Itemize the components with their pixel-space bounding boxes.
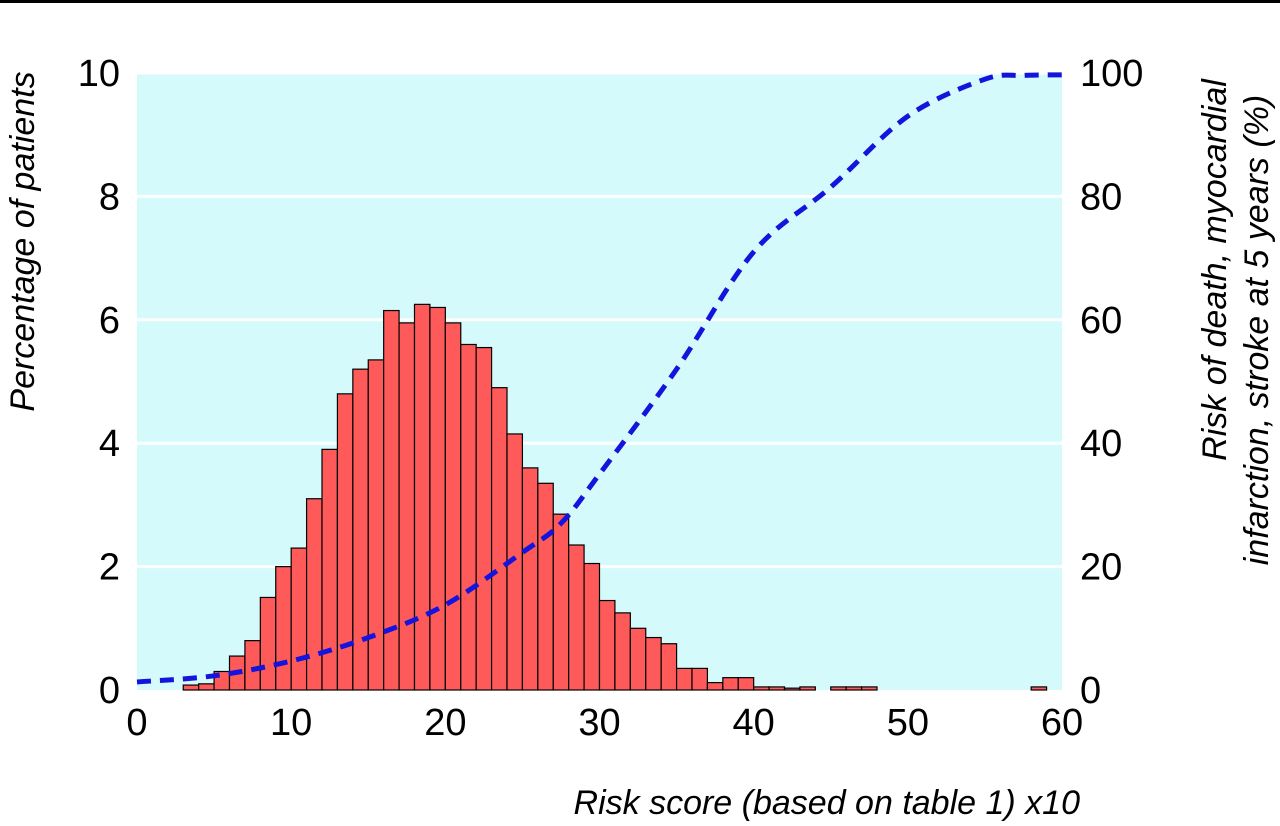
right-axis-title-line-1: Risk of death, myocardial — [1196, 78, 1234, 461]
histogram-bar — [537, 482, 554, 691]
histogram-bar — [244, 640, 261, 691]
x-tick-label: 30 — [578, 702, 620, 744]
x-tick-label: 60 — [1041, 702, 1083, 744]
histogram-bar — [552, 513, 570, 691]
histogram-bar — [460, 343, 477, 691]
left-tick-label: 6 — [99, 300, 120, 342]
histogram-bar — [860, 686, 878, 691]
x-axis-ticks: 0 10 20 30 40 50 60 — [126, 702, 1083, 744]
right-tick-label: 60 — [1080, 300, 1122, 342]
histogram-bar — [275, 565, 292, 691]
histogram-bar — [845, 686, 863, 691]
x-tick-label: 10 — [270, 702, 312, 744]
right-axis-title-line-2: infarction, stroke at 5 years (%) — [1238, 95, 1276, 566]
right-tick-label: 0 — [1080, 670, 1101, 712]
histogram-bar — [645, 636, 662, 691]
x-tick-label: 40 — [733, 702, 775, 744]
histogram-bar — [568, 544, 585, 691]
left-tick-label: 0 — [99, 670, 120, 712]
histogram-bar — [398, 322, 416, 691]
right-tick-label: 20 — [1080, 547, 1122, 589]
histogram-bar — [475, 346, 493, 691]
right-tick-label: 40 — [1080, 423, 1122, 465]
histogram-bar — [768, 686, 786, 691]
histogram-bar — [675, 667, 693, 691]
left-tick-label: 2 — [99, 547, 120, 589]
histogram-bar — [629, 627, 647, 691]
x-tick-label: 20 — [424, 702, 466, 744]
histogram-bar — [259, 596, 277, 691]
left-tick-label: 8 — [99, 176, 120, 218]
histogram-bars — [182, 303, 1048, 691]
right-tick-label: 80 — [1080, 176, 1122, 218]
histogram-bar — [490, 387, 508, 691]
histogram-bar — [722, 677, 739, 691]
histogram-bar — [444, 322, 462, 691]
left-tick-label: 4 — [99, 423, 120, 465]
histogram-bar — [521, 467, 539, 691]
histogram-bar — [367, 359, 385, 691]
left-axis-title: Percentage of patients — [4, 71, 42, 411]
histogram-bar — [305, 498, 323, 691]
histogram-bar — [598, 599, 616, 691]
histogram-bar — [830, 686, 847, 691]
histogram-bar — [429, 306, 446, 691]
histogram-bar — [753, 686, 770, 691]
histogram-bar — [352, 368, 369, 691]
histogram-bar — [783, 687, 801, 691]
histogram-bar — [799, 686, 816, 691]
histogram-bar — [660, 643, 678, 691]
histogram-bar — [1030, 686, 1048, 691]
x-tick-label: 0 — [126, 702, 147, 744]
histogram-bar — [691, 667, 709, 691]
risk-curve-line — [136, 72, 1063, 685]
x-axis-title: Risk score (based on table 1) x10 — [574, 784, 1081, 822]
histogram-bar — [413, 303, 431, 691]
histogram-bar — [583, 562, 601, 691]
histogram-bar — [614, 612, 631, 691]
left-axis-ticks: 0 2 4 6 8 10 — [78, 53, 120, 712]
histogram-bar — [290, 547, 308, 691]
histogram-bar — [737, 677, 755, 691]
left-tick-label: 10 — [78, 53, 120, 95]
x-tick-label: 50 — [887, 702, 929, 744]
right-tick-label: 100 — [1080, 53, 1143, 95]
right-axis-ticks: 0 20 40 60 80 100 — [1080, 53, 1143, 712]
histogram-bar — [198, 683, 215, 691]
histogram-bar — [182, 684, 200, 691]
histogram-bar — [706, 681, 724, 691]
